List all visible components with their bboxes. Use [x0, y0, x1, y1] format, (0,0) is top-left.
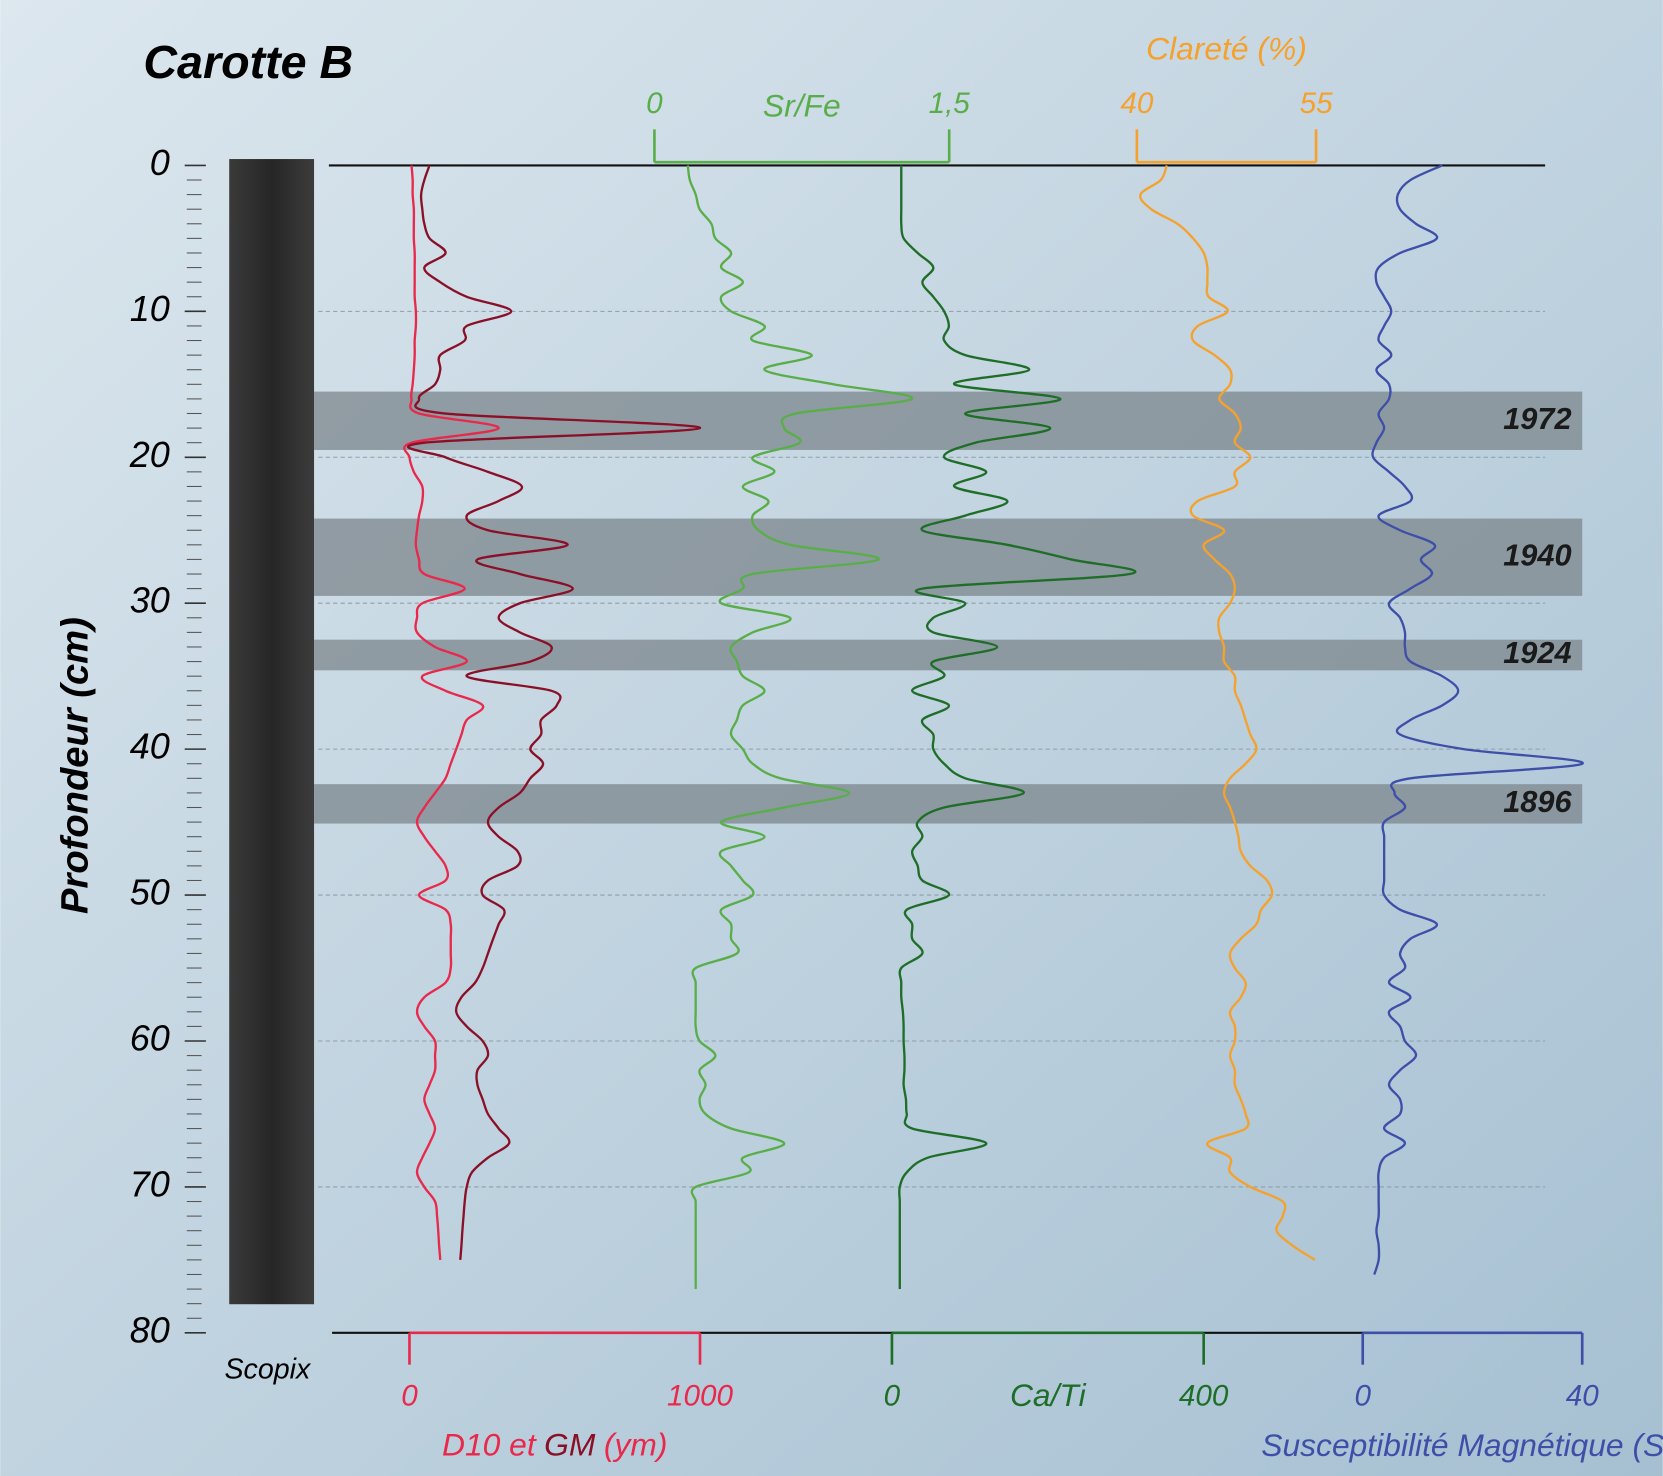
profile-line — [403, 165, 500, 1260]
y-axis-title: Profondeur (cm) — [54, 617, 97, 914]
x-tick-label: 1,5 — [929, 87, 971, 120]
bands: 1972 1940 1924 1896 — [314, 391, 1583, 824]
profile-line — [1371, 164, 1584, 1275]
x-axis-title-part: D10 et — [442, 1427, 537, 1463]
x-axis-title: Ca/Ti — [1010, 1377, 1087, 1413]
band-label: 1972 — [1503, 401, 1571, 436]
date-band — [314, 639, 1583, 671]
date-band — [314, 518, 1583, 596]
x-tick-label: 40 — [1120, 87, 1154, 120]
x-tick-label: 40 — [1566, 1379, 1600, 1412]
lines — [403, 164, 1584, 1290]
x-axis-title: Sr/Fe — [763, 88, 841, 124]
y-tick-label: 30 — [130, 580, 170, 621]
y-tick-label: 20 — [129, 434, 170, 475]
x-axis-title: Susceptibilité Magnétique (SI) — [1261, 1427, 1663, 1463]
x-tick-label: 1000 — [667, 1379, 734, 1412]
x-tick-label: 0 — [884, 1379, 901, 1412]
x-axis-title: Clareté (%) — [1146, 30, 1307, 66]
y-tick-label: 60 — [130, 1018, 170, 1059]
y-tick-label: 40 — [130, 726, 170, 767]
profile-line — [898, 165, 1137, 1290]
profile-line — [1139, 164, 1316, 1261]
x-axis-title-part: GM — [544, 1427, 596, 1463]
x-axis-title-part: (ym) — [604, 1427, 668, 1463]
band-label: 1896 — [1503, 784, 1572, 819]
x-tick-label: 0 — [401, 1379, 418, 1412]
y-tick-label: 0 — [150, 142, 170, 183]
y-tick-label: 80 — [130, 1309, 170, 1350]
x-axis-title: D10 et GM (ym) — [442, 1427, 667, 1463]
profile-line — [686, 165, 914, 1290]
x-tick-label: 55 — [1300, 87, 1334, 120]
x-tick-label: 0 — [1354, 1379, 1371, 1412]
band-label: 1940 — [1503, 537, 1571, 572]
date-band — [314, 784, 1583, 824]
x-tick-label: 0 — [646, 87, 663, 120]
core-image — [229, 159, 315, 1305]
y-tick-label: 50 — [130, 872, 170, 913]
chart-title: Carotte B — [143, 36, 353, 88]
band-label: 1924 — [1503, 635, 1571, 670]
y-tick-label: 70 — [130, 1163, 170, 1204]
profile-line — [406, 165, 702, 1261]
date-band — [314, 391, 1583, 450]
y-tick-label: 10 — [130, 288, 170, 329]
image-label: Scopix — [224, 1354, 312, 1386]
x-tick-label: 400 — [1179, 1379, 1229, 1412]
